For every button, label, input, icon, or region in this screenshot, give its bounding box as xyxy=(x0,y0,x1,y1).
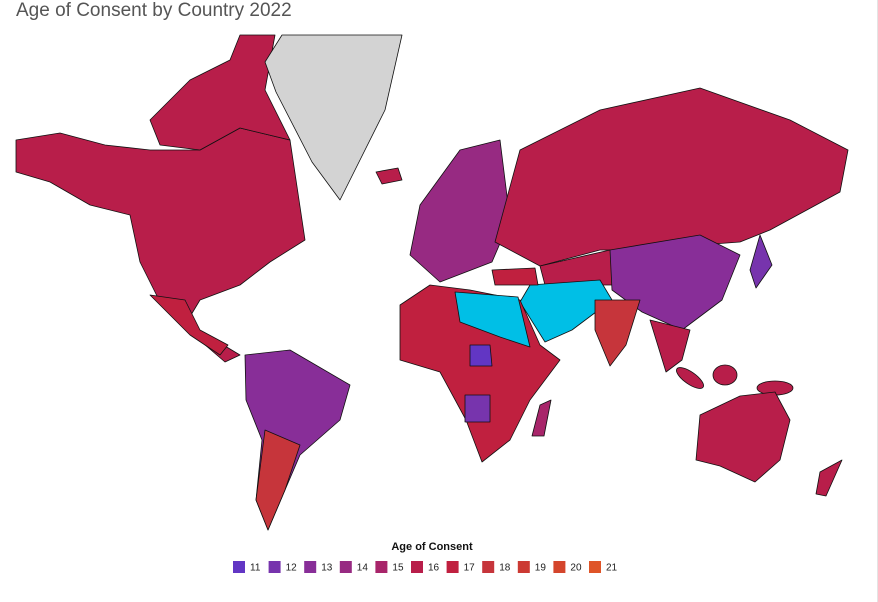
legend-swatch xyxy=(482,561,495,573)
legend-label: 20 xyxy=(570,563,582,574)
legend-swatch xyxy=(233,561,245,573)
legend-swatch xyxy=(375,561,388,573)
japan xyxy=(749,234,773,289)
legend-swatch xyxy=(517,561,530,573)
legend-swatch xyxy=(268,561,281,573)
legend-swatch xyxy=(446,561,459,573)
turkey xyxy=(491,267,539,286)
india xyxy=(594,299,641,367)
central-asia xyxy=(539,249,621,286)
legend-swatch xyxy=(553,561,566,573)
angola xyxy=(464,394,491,423)
borneo xyxy=(712,364,738,386)
legend-swatch xyxy=(589,561,601,573)
legend-label: 21 xyxy=(606,563,618,574)
world-map xyxy=(15,34,849,531)
argentina-chile xyxy=(255,429,301,531)
north-africa xyxy=(454,291,531,348)
new-zealand xyxy=(815,459,843,497)
legend-label: 18 xyxy=(499,563,511,574)
title: Age of Consent by Country 2022 xyxy=(16,0,292,21)
legend-label: 17 xyxy=(464,563,476,574)
legend-label: 13 xyxy=(321,563,333,574)
australia xyxy=(695,391,791,483)
madagascar xyxy=(531,399,552,437)
iceland xyxy=(375,167,403,185)
legend-swatch xyxy=(339,561,352,573)
russia-asia xyxy=(494,87,849,267)
arctic-islands xyxy=(149,34,291,151)
china xyxy=(609,234,741,331)
legend-swatch xyxy=(411,561,423,573)
legend-label: 16 xyxy=(428,563,440,574)
legend-label: 12 xyxy=(286,563,298,574)
legend-label: 14 xyxy=(357,563,369,574)
mexico xyxy=(149,294,229,356)
sumatra xyxy=(676,367,704,389)
europe xyxy=(409,139,511,283)
nigeria xyxy=(469,344,493,367)
legend-label: 15 xyxy=(392,563,404,574)
legend: Age of Consent 11 12 13 14 15 16 17 18 19 20 21 xyxy=(233,541,618,574)
legend-swatch xyxy=(304,561,317,573)
legend-label: 11 xyxy=(250,563,261,574)
north-america xyxy=(15,127,306,363)
greenland xyxy=(264,34,403,201)
southeast-asia xyxy=(649,319,691,373)
legend-label: 19 xyxy=(535,563,547,574)
legend-title: Age of Consent xyxy=(391,541,473,553)
